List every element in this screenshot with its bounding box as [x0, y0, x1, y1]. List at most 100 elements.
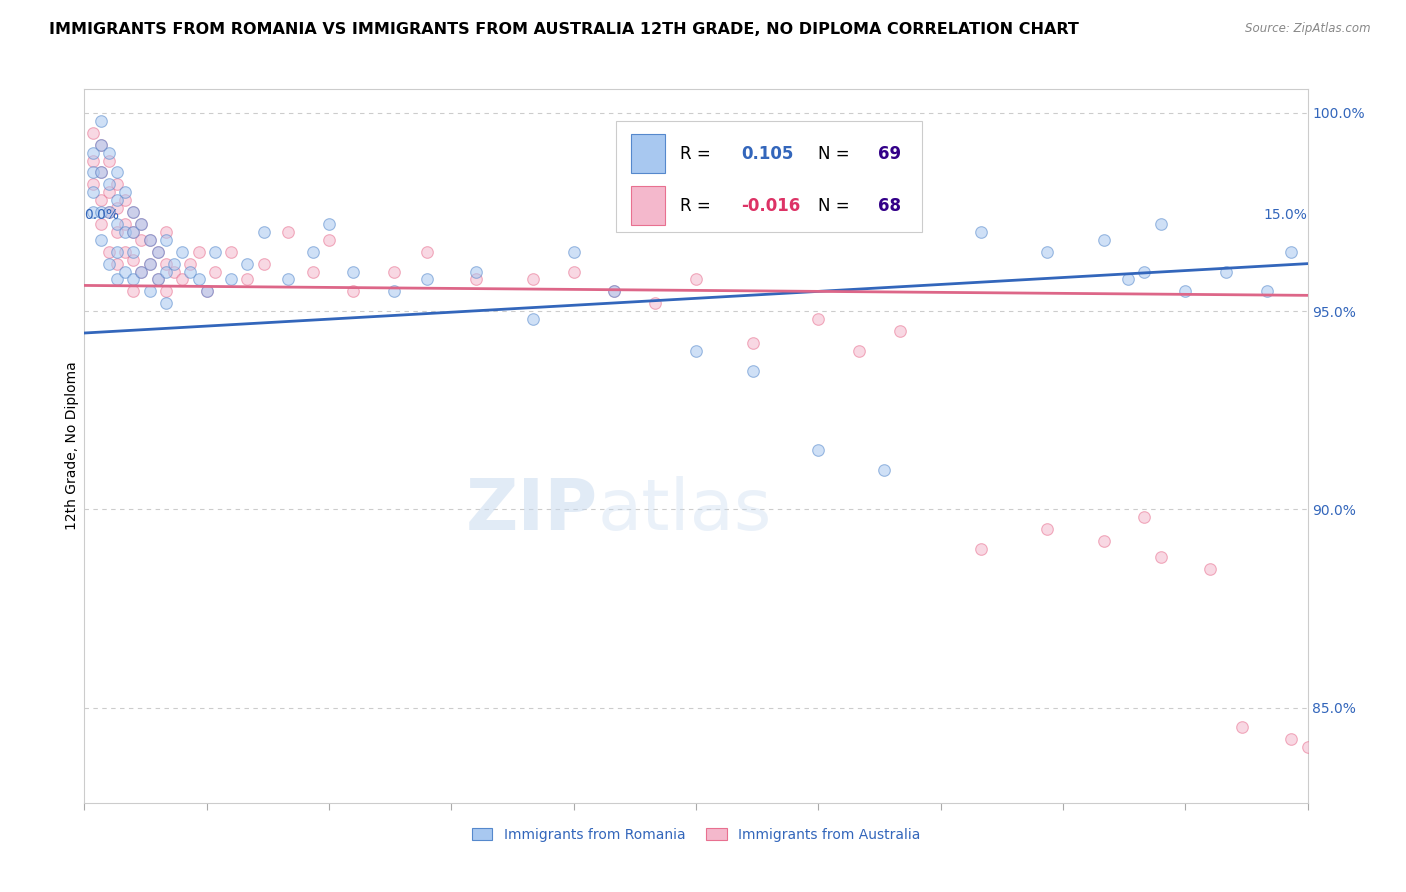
Point: [1279, 732, 1302, 747]
Point: [97, 205, 120, 219]
Y-axis label: 12th Grade, No Diploma: 12th Grade, No Diploma: [65, 361, 79, 531]
Point: [155, 285, 177, 299]
Point: [219, 272, 242, 286]
Point: [97, 186, 120, 200]
Point: [114, 186, 136, 200]
Point: [1232, 721, 1254, 735]
Point: [90, 114, 112, 128]
Point: [138, 233, 160, 247]
Point: [155, 264, 177, 278]
Point: [146, 272, 169, 286]
Text: R =: R =: [681, 197, 716, 215]
Point: [90, 165, 112, 179]
Point: [204, 264, 226, 278]
Point: [562, 264, 585, 278]
Point: [685, 272, 707, 286]
Point: [155, 225, 177, 239]
Point: [97, 178, 120, 192]
Point: [90, 217, 112, 231]
Text: ZIP: ZIP: [465, 475, 598, 545]
Point: [90, 193, 112, 207]
Point: [97, 145, 120, 160]
Point: [90, 165, 112, 179]
Point: [187, 272, 209, 286]
Point: [114, 193, 136, 207]
Point: [122, 244, 145, 259]
Point: [90, 233, 112, 247]
Point: [172, 272, 194, 286]
Point: [807, 312, 830, 326]
Point: [138, 257, 160, 271]
Point: [82, 186, 104, 200]
Point: [1092, 534, 1115, 549]
Point: [1092, 233, 1115, 247]
Point: [219, 244, 242, 259]
Point: [105, 257, 128, 271]
Point: [97, 244, 120, 259]
Point: [848, 343, 870, 358]
Point: [122, 205, 145, 219]
Point: [318, 233, 340, 247]
Point: [155, 296, 177, 310]
Point: [122, 225, 145, 239]
Point: [970, 225, 993, 239]
Point: [1150, 549, 1173, 564]
Point: [1296, 740, 1319, 755]
Point: [685, 343, 707, 358]
Point: [603, 285, 626, 299]
Point: [131, 264, 153, 278]
Text: 69: 69: [879, 145, 901, 162]
Point: [1035, 522, 1057, 536]
Point: [122, 252, 145, 267]
Point: [105, 217, 128, 231]
Point: [742, 364, 765, 378]
Point: [742, 335, 765, 350]
Point: [1174, 285, 1197, 299]
Point: [163, 264, 186, 278]
Point: [82, 126, 104, 140]
Point: [146, 272, 169, 286]
Point: [82, 153, 104, 168]
Point: [522, 312, 544, 326]
Point: [114, 217, 136, 231]
Text: 15.0%: 15.0%: [1264, 208, 1308, 222]
Point: [1035, 244, 1057, 259]
Point: [416, 272, 439, 286]
Point: [82, 205, 104, 219]
Point: [1116, 272, 1139, 286]
Text: IMMIGRANTS FROM ROMANIA VS IMMIGRANTS FROM AUSTRALIA 12TH GRADE, NO DIPLOMA CORR: IMMIGRANTS FROM ROMANIA VS IMMIGRANTS FR…: [49, 22, 1078, 37]
Point: [114, 264, 136, 278]
Point: [97, 153, 120, 168]
Point: [644, 296, 666, 310]
Point: [522, 272, 544, 286]
Point: [122, 205, 145, 219]
Point: [464, 264, 486, 278]
Point: [90, 137, 112, 152]
Point: [889, 324, 911, 338]
Text: 68: 68: [879, 197, 901, 215]
Point: [97, 205, 120, 219]
Point: [90, 205, 112, 219]
Point: [253, 225, 276, 239]
Point: [301, 244, 323, 259]
Point: [277, 225, 299, 239]
Point: [195, 285, 218, 299]
Point: [179, 264, 201, 278]
Point: [1150, 217, 1173, 231]
Point: [82, 145, 104, 160]
FancyBboxPatch shape: [616, 121, 922, 232]
Point: [204, 244, 226, 259]
Point: [122, 285, 145, 299]
Point: [155, 233, 177, 247]
Text: atlas: atlas: [598, 475, 772, 545]
Text: R =: R =: [681, 145, 716, 162]
Point: [172, 244, 194, 259]
FancyBboxPatch shape: [631, 186, 665, 226]
Point: [105, 165, 128, 179]
Text: 0.0%: 0.0%: [84, 208, 120, 222]
Point: [131, 233, 153, 247]
Point: [342, 285, 364, 299]
Point: [163, 257, 186, 271]
Point: [277, 272, 299, 286]
Point: [131, 264, 153, 278]
